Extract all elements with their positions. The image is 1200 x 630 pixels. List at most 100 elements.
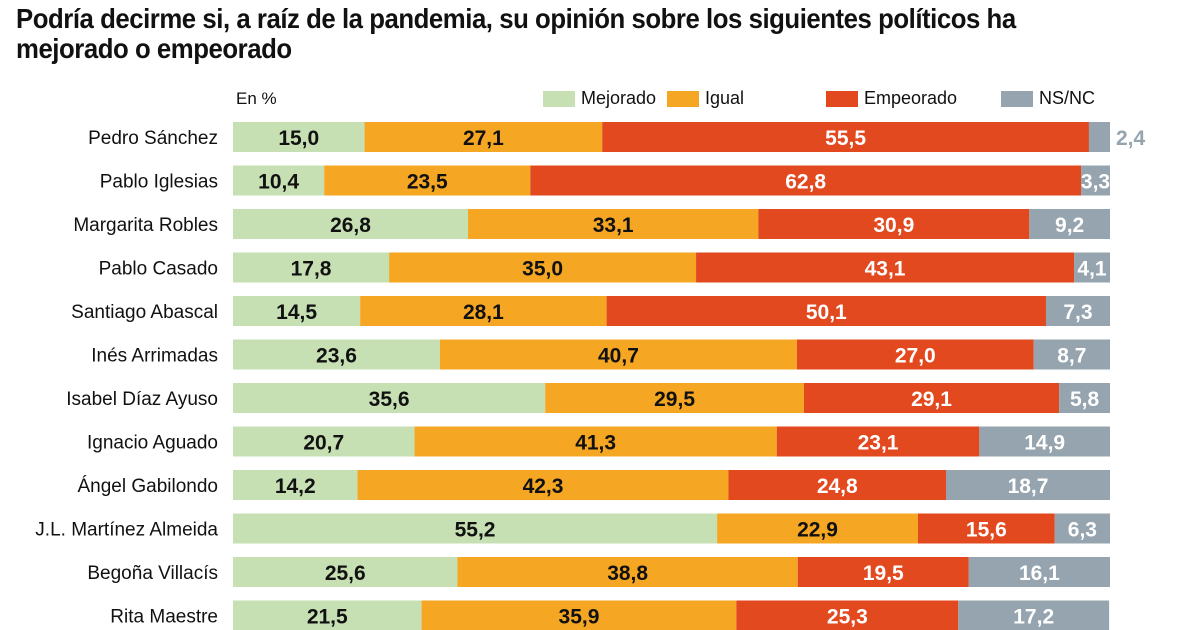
data-label: 19,5 xyxy=(863,562,904,585)
bar-segment xyxy=(364,122,603,152)
category-label: Pedro Sánchez xyxy=(88,128,218,149)
bar-segment xyxy=(421,600,737,630)
data-label: 25,3 xyxy=(827,606,868,629)
bar-segment xyxy=(233,600,422,630)
category-label: Pablo Iglesias xyxy=(100,172,218,193)
data-label: 14,5 xyxy=(276,301,317,324)
category-label: Margarita Robles xyxy=(73,215,218,236)
bar-segment xyxy=(233,252,390,283)
category-label: J.L. Martínez Almeida xyxy=(35,520,218,541)
data-label: 25,6 xyxy=(325,562,366,585)
bar-segment xyxy=(1059,383,1110,413)
data-label: 40,7 xyxy=(598,345,639,368)
legend-item-1: Igual xyxy=(667,88,744,109)
data-label: 23,5 xyxy=(407,171,448,194)
data-label: 23,6 xyxy=(316,345,357,368)
category-label: Begoña Villacís xyxy=(87,563,218,584)
data-label: 17,2 xyxy=(1013,606,1054,629)
data-label: 27,1 xyxy=(463,127,504,150)
data-label: 62,8 xyxy=(785,171,826,194)
data-label: 2,4 xyxy=(1116,127,1146,150)
bar-segment xyxy=(1081,165,1110,196)
category-label: Santiago Abascal xyxy=(71,302,218,323)
legend-label: Empeorado xyxy=(864,88,958,108)
data-label: 30,9 xyxy=(873,214,914,237)
bar-segment xyxy=(1088,122,1110,152)
data-label: 6,3 xyxy=(1068,519,1097,542)
bar-segment xyxy=(958,600,1110,630)
data-label: 4,1 xyxy=(1077,258,1107,281)
category-label: Isabel Díaz Ayuso xyxy=(66,389,218,410)
data-label: 29,5 xyxy=(654,388,695,411)
data-label: 14,9 xyxy=(1024,432,1065,455)
category-label: Ignacio Aguado xyxy=(87,433,218,454)
bar-segment xyxy=(803,383,1060,413)
bar-segment xyxy=(728,470,947,500)
legend-label: NS/NC xyxy=(1039,88,1096,108)
data-label: 55,5 xyxy=(825,127,866,150)
bar-segment xyxy=(233,122,365,152)
category-label: Ángel Gabilondo xyxy=(78,476,219,497)
bar-segment xyxy=(530,165,1082,196)
data-label: 43,1 xyxy=(865,258,906,281)
category-label: Pablo Casado xyxy=(99,259,218,280)
category-label: Rita Maestre xyxy=(110,607,218,628)
data-label: 7,3 xyxy=(1063,301,1092,324)
bar-segment xyxy=(1029,209,1110,239)
bar-segment xyxy=(360,296,607,326)
bar-segment xyxy=(233,209,469,239)
data-label: 50,1 xyxy=(806,301,847,324)
bar-segment xyxy=(917,513,1055,544)
legend-swatch xyxy=(1001,90,1033,107)
bar-segment xyxy=(233,383,546,413)
bar-segment xyxy=(233,426,415,457)
bar-segment xyxy=(1074,252,1110,283)
bar-segment xyxy=(457,557,798,587)
bar-segment xyxy=(776,426,980,457)
chart-title: Podría decirme si, a raíz de la pandemia… xyxy=(16,3,1016,64)
bar-segment xyxy=(946,470,1110,500)
bar-segment xyxy=(1033,339,1110,370)
unit-label: En % xyxy=(236,89,277,108)
category-label: Inés Arrimadas xyxy=(91,346,218,367)
bar-segment xyxy=(233,339,440,370)
data-label: 20,7 xyxy=(303,432,344,455)
legend-item-2: Empeorado xyxy=(826,88,957,109)
data-label: 35,9 xyxy=(559,606,600,629)
legend-label: Igual xyxy=(705,88,745,108)
data-label: 22,9 xyxy=(797,519,838,542)
data-label: 9,2 xyxy=(1055,214,1084,237)
legend-label: Mejorado xyxy=(581,88,657,108)
bar-segment xyxy=(439,339,797,370)
bar-segment xyxy=(468,209,759,239)
bar-segment xyxy=(979,426,1110,457)
data-label: 5,8 xyxy=(1070,388,1100,411)
data-label: 41,3 xyxy=(575,432,616,455)
bar-segment xyxy=(233,557,458,587)
bar-segment xyxy=(797,557,969,587)
data-label: 3,3 xyxy=(1081,171,1110,194)
bar-segment xyxy=(324,165,531,196)
bar-segment xyxy=(233,470,358,500)
bar-segment xyxy=(1054,513,1110,544)
data-label: 55,2 xyxy=(455,519,496,542)
data-label: 35,6 xyxy=(369,388,410,411)
bar-segment xyxy=(717,513,918,544)
data-label: 8,7 xyxy=(1057,345,1086,368)
bar-segment xyxy=(233,513,718,544)
data-label: 16,1 xyxy=(1019,562,1060,585)
bar-segment xyxy=(389,252,697,283)
data-label: 23,1 xyxy=(858,432,899,455)
bar-segment xyxy=(545,383,804,413)
data-label: 14,2 xyxy=(275,475,316,498)
bar-segment xyxy=(968,557,1110,587)
data-label: 21,5 xyxy=(307,606,348,629)
bar-segment xyxy=(357,470,729,500)
data-label: 33,1 xyxy=(593,214,634,237)
bar-segment xyxy=(736,600,959,630)
data-label: 27,0 xyxy=(895,345,936,368)
bar-segment xyxy=(1045,296,1110,326)
bar-segment xyxy=(796,339,1034,370)
data-label: 15,6 xyxy=(966,519,1007,542)
data-label: 15,0 xyxy=(278,127,319,150)
